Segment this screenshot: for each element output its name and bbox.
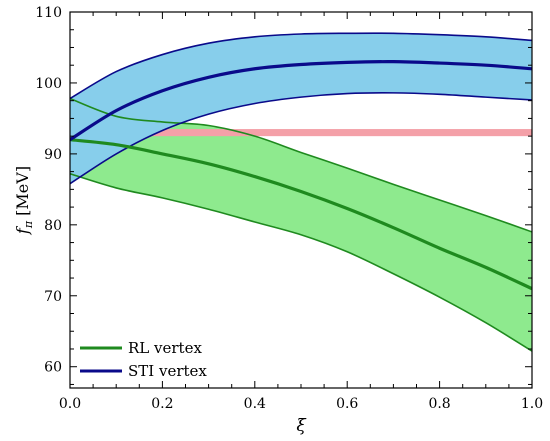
x-tick-label: 0.4	[244, 396, 266, 412]
upper-bound-rl	[70, 97, 532, 233]
x-tick-label: 0.6	[336, 396, 358, 412]
center-line-sti	[70, 60, 532, 142]
axis-ticks	[69, 11, 533, 388]
y-axis-label-unit: [MeV]	[13, 166, 32, 216]
x-axis-label: ξ	[296, 416, 307, 436]
y-tick-label: 100	[35, 76, 62, 92]
x-tick-label: 0.2	[151, 396, 173, 412]
band-rl	[70, 98, 532, 352]
legend-label-sti: STI vertex	[128, 362, 207, 380]
x-tick-label: 0.0	[59, 396, 81, 412]
center-line-rl	[70, 138, 532, 291]
y-axis-label: fπ [MeV]	[13, 166, 35, 235]
y-tick-labels: 60 70 80 90 100 110	[35, 5, 62, 376]
legend: RL vertex STI vertex	[80, 339, 207, 380]
y-tick-label: 90	[44, 147, 62, 163]
y-tick-label: 110	[35, 5, 62, 21]
svg-text:fπ [MeV]: fπ [MeV]	[13, 166, 35, 235]
legend-label-rl: RL vertex	[128, 339, 202, 357]
lower-bound-rl	[70, 172, 532, 352]
band-sti	[70, 33, 532, 184]
x-tick-label: 1.0	[521, 396, 543, 412]
center-lines	[70, 32, 532, 352]
upper-bound-sti	[70, 32, 532, 100]
reference-band	[70, 129, 532, 137]
y-tick-label: 70	[44, 289, 62, 305]
y-axis-label-sub: π	[22, 220, 35, 229]
y-tick-label: 60	[44, 360, 62, 376]
x-tick-label: 0.8	[428, 396, 450, 412]
lower-bound-sti	[70, 92, 532, 185]
confidence-bands	[70, 33, 532, 352]
y-tick-label: 80	[44, 218, 62, 234]
x-tick-labels: 0.0 0.2 0.4 0.6 0.8 1.0	[59, 396, 543, 412]
y-axis-label-var: f	[13, 225, 32, 235]
